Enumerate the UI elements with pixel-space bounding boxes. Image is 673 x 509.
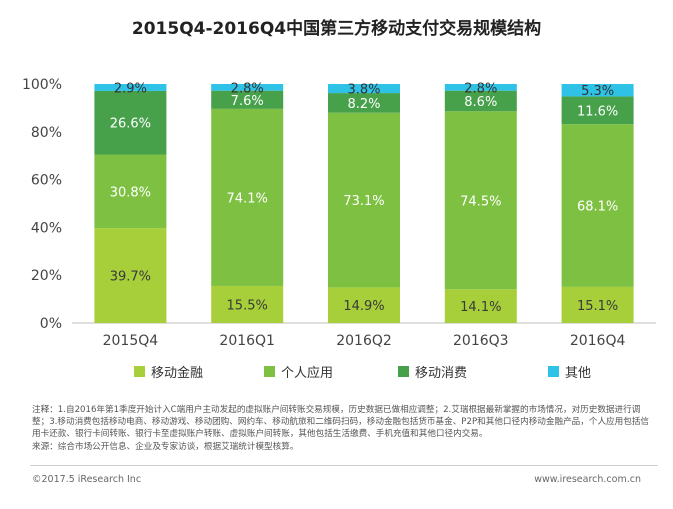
legend-item-personal-app: 个人应用 (264, 362, 333, 381)
legend-swatch-mobile-consumption (398, 366, 409, 377)
x-tick-label: 2015Q4 (103, 333, 159, 349)
legend-label-personal-app: 个人应用 (281, 366, 334, 381)
legend-item-mobile-consumption: 移动消费 (398, 362, 467, 381)
bar-segment (94, 228, 167, 323)
bar-segment (561, 84, 634, 97)
footnote-source: 来源：综合市场公开信息、企业及专家访谈，根据艾瑞统计模型核算。 (32, 441, 299, 452)
x-tick-label: 2016Q4 (570, 333, 626, 349)
y-tick-label: 0% (40, 316, 62, 332)
x-tick-label: 2016Q2 (336, 333, 392, 349)
data-label: 15.5% (227, 298, 268, 313)
bars: 39.7%30.8%26.6%2.9%15.5%74.1%7.6%2.8%14.… (94, 81, 634, 323)
data-label: 2.8% (464, 81, 497, 96)
footnote: 注释：1.自2016年第1季度开始计入C端用户主动发起的虚拟账户间转账交易规模，… (32, 404, 652, 453)
y-axis-labels: 0% 20% 40% 60% 80% 100% (22, 77, 62, 332)
bar-segment (561, 286, 634, 323)
legend-label-other: 其他 (565, 366, 592, 381)
y-tick-label: 60% (31, 173, 62, 189)
footer-divider (30, 465, 658, 466)
data-label: 8.2% (347, 97, 380, 112)
x-tick-label: 2016Q1 (219, 333, 275, 349)
data-label: 11.6% (577, 104, 618, 119)
data-label: 5.3% (581, 84, 614, 99)
bar-segment (444, 289, 517, 323)
data-label: 2.9% (114, 81, 147, 96)
bar-segment (444, 84, 517, 91)
legend-swatch-mobile-finance (134, 366, 145, 377)
legend-label-mobile-consumption: 移动消费 (415, 366, 468, 381)
chart-title: 2015Q4-2016Q4中国第三方移动支付交易规模结构 (131, 19, 542, 39)
legend-swatch-personal-app (264, 366, 275, 377)
y-tick-label: 80% (31, 125, 62, 141)
data-label: 74.1% (227, 191, 268, 206)
bar-segment (211, 108, 284, 286)
y-tick-label: 40% (31, 220, 62, 236)
bar-segment (328, 112, 400, 288)
footnote-note: 注释：1.自2016年第1季度开始计入C端用户主动发起的虚拟账户间转账交易规模，… (32, 405, 650, 440)
x-axis-labels: 2015Q4 2016Q1 2016Q2 2016Q3 2016Q4 (103, 333, 626, 349)
bar-segment (328, 287, 400, 323)
y-tick-label: 100% (22, 77, 62, 93)
x-tick-label: 2016Q3 (453, 333, 509, 349)
website-link[interactable]: www.iresearch.com.cn (534, 474, 641, 485)
data-label: 2.8% (231, 81, 264, 96)
bar-segment (328, 93, 400, 113)
bar-segment (561, 124, 634, 287)
legend-swatch-other (548, 366, 559, 377)
data-label: 26.6% (110, 117, 151, 132)
data-label: 15.1% (577, 299, 618, 314)
data-label: 7.6% (231, 94, 264, 109)
bar-segment (94, 154, 167, 229)
legend-item-mobile-finance: 移动金融 (134, 362, 203, 381)
data-label: 39.7% (110, 270, 151, 285)
legend: 移动金融 个人应用 移动消费 其他 (0, 362, 673, 382)
data-label: 73.1% (343, 194, 384, 209)
legend-label-mobile-finance: 移动金融 (151, 366, 204, 381)
stacked-bar-chart: 0% 20% 40% 60% 80% 100% 39.7% 30.8% 26.6% 2.9% 15… (22, 77, 656, 349)
data-label: 74.5% (460, 194, 501, 209)
y-tick-label: 20% (31, 268, 62, 284)
data-label: 14.1% (460, 300, 501, 315)
bar-segment (211, 84, 284, 91)
data-label: 8.6% (464, 95, 497, 110)
bar-segment (561, 96, 634, 125)
bar-segment (444, 90, 517, 112)
legend-item-other: 其他 (548, 362, 591, 381)
bar-segment (211, 90, 284, 109)
data-label: 14.9% (343, 299, 384, 314)
bar-segment (94, 84, 167, 91)
bar-segment (328, 84, 400, 94)
bar-segment (211, 285, 284, 323)
data-label: 3.8% (347, 83, 380, 98)
data-label: 30.8% (110, 185, 151, 200)
copyright-text: ©2017.5 iResearch Inc (32, 474, 142, 485)
data-label: 68.1% (577, 200, 618, 215)
bar-segment (94, 90, 167, 155)
bar-segment (444, 111, 517, 290)
